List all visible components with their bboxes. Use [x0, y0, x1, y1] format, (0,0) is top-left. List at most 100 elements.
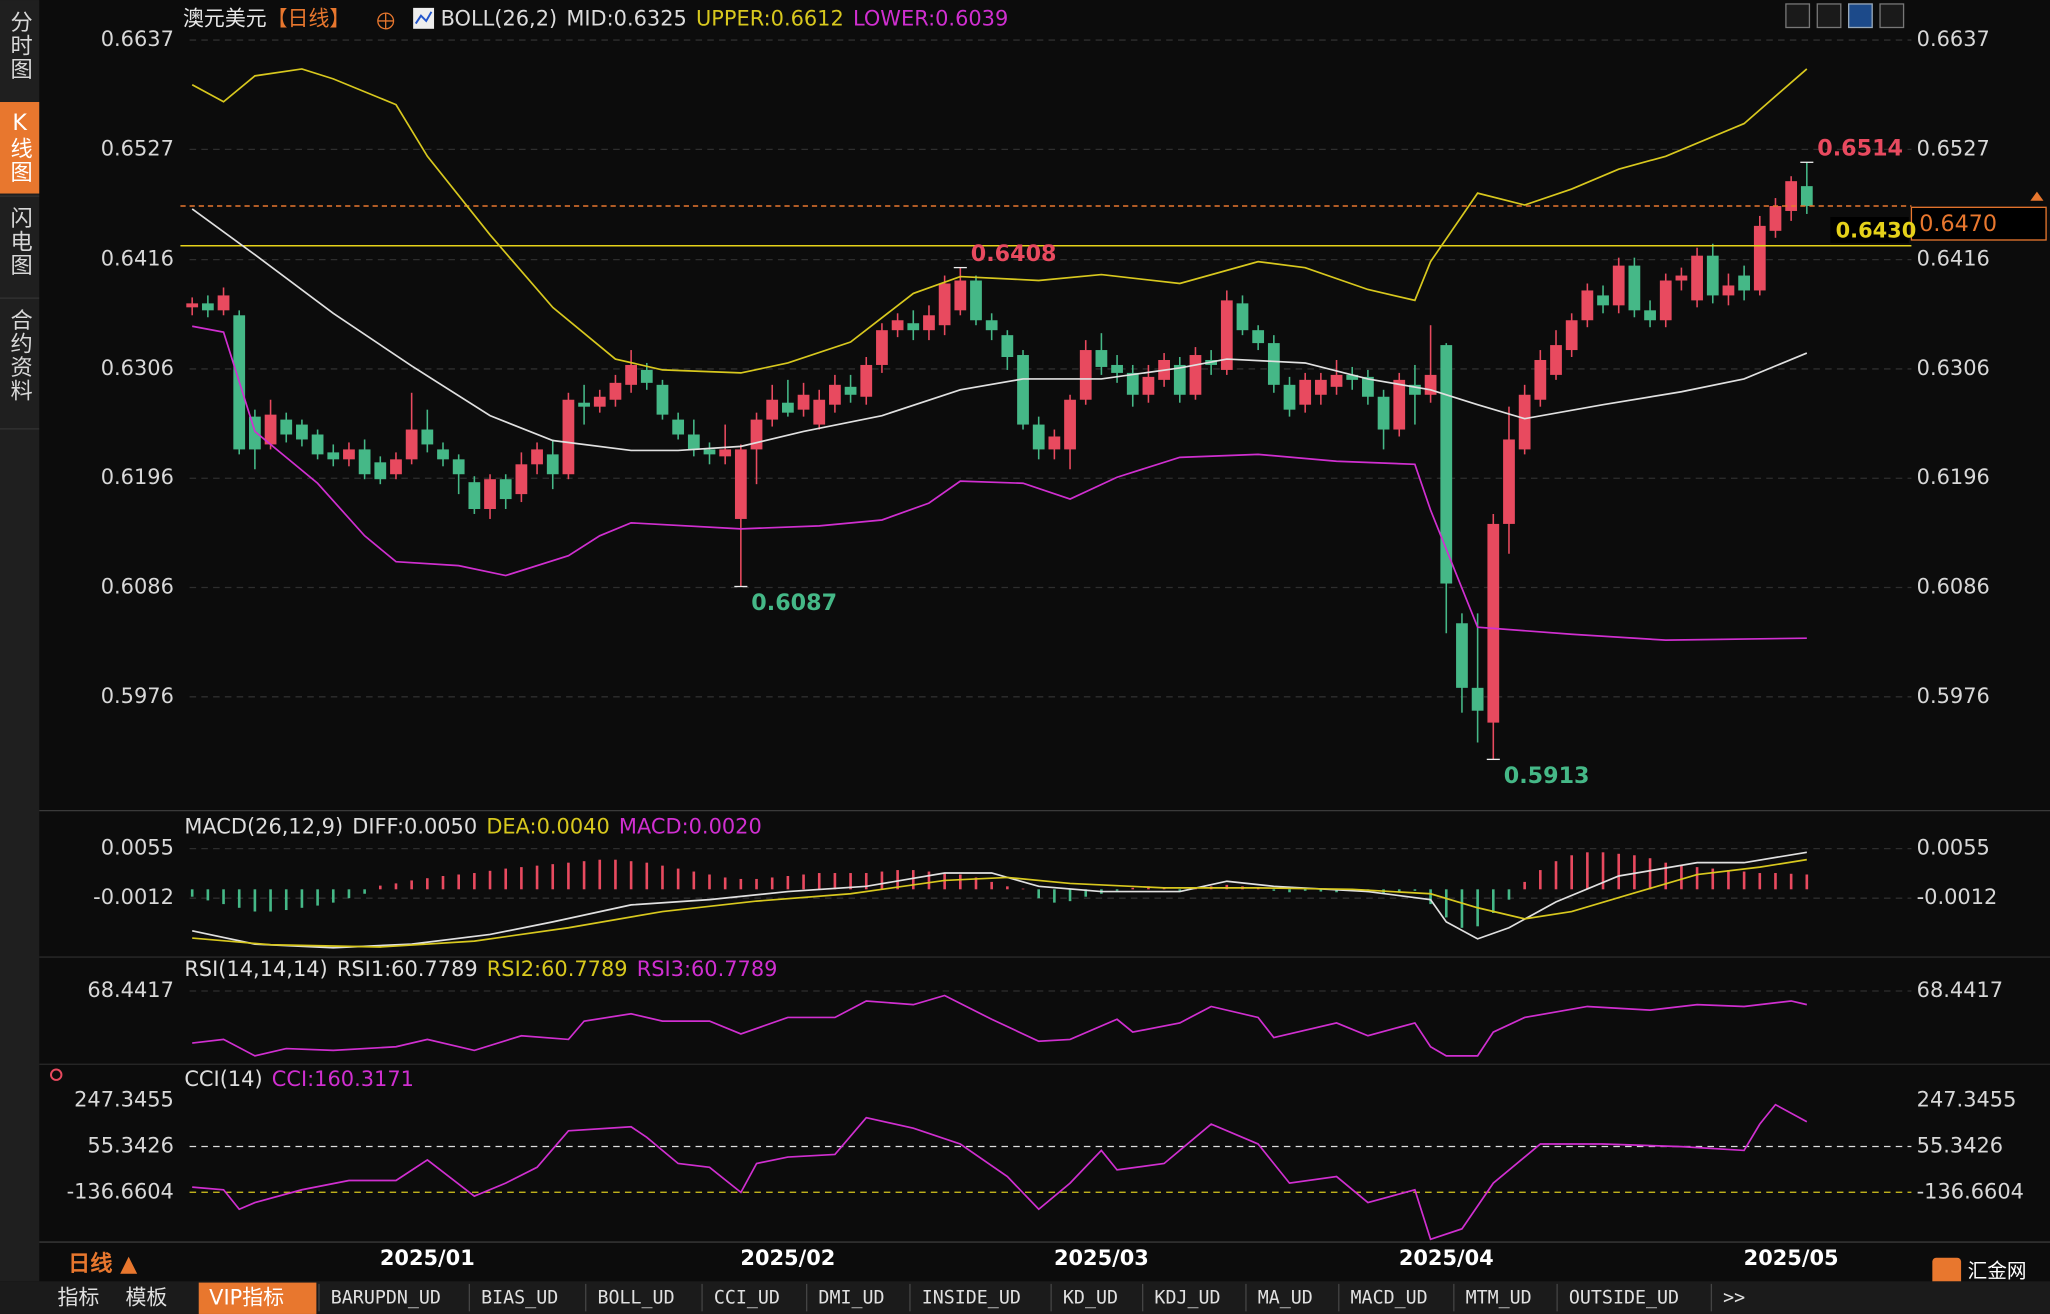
tab[interactable]: 模板: [126, 1285, 168, 1309]
logo: 汇金网: [1968, 1260, 2027, 1283]
x-tick-label: 2025/01: [380, 1246, 475, 1270]
candle-body: [280, 419, 293, 435]
y-tick-label: 0.6527: [101, 136, 174, 160]
y-tick-label: -136.6604: [1917, 1179, 2024, 1203]
candle-body: [1173, 364, 1186, 395]
price-box: [1830, 216, 1909, 244]
tab[interactable]: BOLL_UD: [597, 1287, 674, 1308]
tab[interactable]: KD_UD: [1063, 1287, 1118, 1308]
candle-body: [954, 280, 967, 311]
tab[interactable]: INSIDE_UD: [922, 1287, 1021, 1308]
tool-icon[interactable]: [1879, 3, 1905, 29]
indicator-icon: [414, 11, 433, 25]
tab[interactable]: BIAS_UD: [481, 1287, 558, 1308]
candle-body: [985, 320, 998, 331]
candle-body: [343, 449, 355, 460]
tab[interactable]: MACD_UD: [1351, 1287, 1428, 1308]
candle-body: [1424, 374, 1437, 395]
tool-icon[interactable]: [1785, 3, 1811, 29]
tool-icon[interactable]: [1848, 3, 1873, 29]
legend-item: MACD:0.0020: [619, 815, 762, 839]
period[interactable]: 【日线】: [267, 7, 351, 31]
y-tick-label: 0.6306: [1917, 356, 1990, 380]
legend: MACD(26,12,9) DIFF:0.0050 DEA:0.0040 MACD:0…: [184, 815, 761, 839]
legend: RSI(14,14,14) RSI1:60.7789 RSI2:60.7789 RSI…: [184, 957, 777, 981]
sidebar-item[interactable]: 合约资料: [7, 308, 33, 403]
candle-body: [703, 449, 716, 455]
y-tick-label: 0.6086: [1917, 575, 1990, 599]
candle-body: [296, 424, 308, 440]
extreme-label: 0.5913: [1504, 763, 1590, 789]
candle-body: [484, 479, 496, 510]
candle-body: [1738, 275, 1751, 291]
candle-body: [186, 303, 199, 308]
sidebar: [0, 0, 40, 1282]
candle-body: [1393, 379, 1406, 430]
tab[interactable]: MTM_UD: [1466, 1287, 1532, 1308]
candle-body: [1032, 424, 1045, 450]
tab[interactable]: DMI_UD: [818, 1287, 884, 1308]
candle-body: [734, 449, 747, 519]
tab[interactable]: BARUPDN_UD: [331, 1287, 441, 1308]
candle-body: [1581, 290, 1594, 321]
candle-body: [1753, 225, 1766, 291]
legend-item: RSI3:60.7789: [637, 957, 778, 981]
tool-icon[interactable]: [1816, 3, 1842, 29]
settings-icon[interactable]: [50, 1068, 63, 1081]
candle-body: [1252, 330, 1265, 344]
candle-body: [625, 364, 638, 385]
candle-body: [1675, 275, 1688, 281]
candle-body: [829, 384, 841, 405]
sidebar-item[interactable]: 闪电图: [7, 206, 33, 277]
y-tick-label: 0.6196: [1917, 465, 1990, 489]
sidebar-item[interactable]: 分时图: [7, 10, 33, 81]
candle-body: [374, 462, 387, 480]
tab[interactable]: >>: [1723, 1287, 1745, 1308]
candle-body: [672, 419, 685, 435]
candle-body: [311, 434, 324, 455]
candle-body: [923, 315, 935, 331]
y-tick-label: 55.3426: [1917, 1134, 2003, 1158]
candle-body: [1722, 285, 1735, 296]
legend-item: MACD(26,12,9): [184, 815, 343, 839]
chart-header: 澳元美元【日线】: [183, 7, 350, 31]
candle-body: [1267, 343, 1280, 385]
tab[interactable]: VIP指标: [209, 1285, 284, 1309]
price-label: 0.6430: [1836, 218, 1917, 242]
candle-body: [546, 454, 559, 475]
candle-body: [1487, 523, 1500, 723]
y-tick-label: 0.6527: [1917, 136, 1990, 160]
candle-body: [1534, 359, 1547, 400]
candle-body: [390, 459, 402, 475]
candle-body: [1565, 320, 1578, 351]
sidebar-item[interactable]: K线图: [7, 110, 33, 184]
tab[interactable]: MA_UD: [1258, 1287, 1313, 1308]
y-tick-label: 0.5976: [1917, 684, 1990, 708]
x-tick-label: 2025/03: [1054, 1246, 1149, 1270]
candle-body: [1048, 436, 1061, 450]
tab[interactable]: CCI_UD: [714, 1287, 780, 1308]
y-tick-label: 247.3455: [1917, 1088, 2017, 1112]
period-selector[interactable]: 日线 ▲: [68, 1250, 138, 1277]
price-marker: [2030, 191, 2044, 201]
tab[interactable]: KDJ_UD: [1154, 1287, 1220, 1308]
candle-body: [264, 414, 277, 445]
tab[interactable]: OUTSIDE_UD: [1569, 1287, 1679, 1308]
legend-item: BOLL(26,2): [441, 7, 558, 31]
candle-body: [797, 394, 810, 410]
y-tick-label: 0.0055: [1917, 836, 1990, 860]
candle-body: [860, 364, 873, 397]
legend-item: CCI:160.3171: [272, 1067, 414, 1091]
candle-body: [1189, 355, 1202, 395]
candle-body: [1503, 439, 1515, 524]
candle-body: [1079, 350, 1092, 400]
legend-item: RSI1:60.7789: [337, 957, 478, 981]
candle-body: [499, 479, 512, 500]
tab[interactable]: 指标: [58, 1285, 100, 1309]
y-tick-label: 247.3455: [74, 1088, 174, 1112]
candle-body: [844, 386, 857, 395]
candle-body: [1440, 345, 1453, 584]
legend-item: CCI(14): [184, 1067, 262, 1091]
indicator-line: [192, 1103, 1808, 1241]
candle-body: [1597, 295, 1609, 306]
